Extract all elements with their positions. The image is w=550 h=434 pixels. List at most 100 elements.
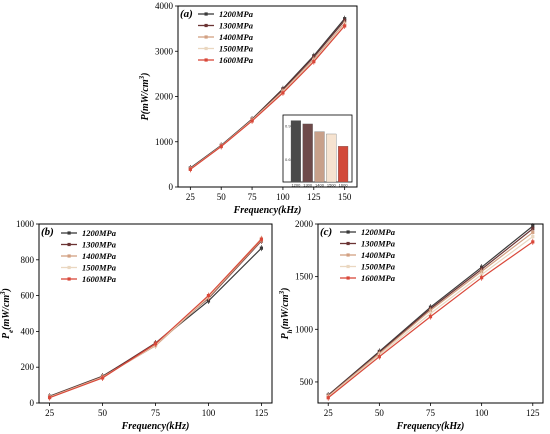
inset-y-tick-label: 0.6 xyxy=(285,157,291,162)
data-point xyxy=(377,355,381,359)
data-point xyxy=(343,24,347,28)
series-1600MPa xyxy=(326,238,535,401)
series-1600MPa xyxy=(47,236,264,401)
y-tick-label: 400 xyxy=(21,326,35,336)
data-point xyxy=(312,60,316,64)
panel-label: (b) xyxy=(41,226,54,238)
y-tick-label: 1000 xyxy=(16,219,35,229)
data-point xyxy=(531,230,535,235)
data-point xyxy=(480,269,484,273)
y-axis-label-part: 3 xyxy=(278,290,286,295)
y-axis-label: P(mW/cm3) xyxy=(138,73,151,121)
x-tick-label: 100 xyxy=(202,408,216,418)
data-point xyxy=(281,91,285,95)
x-axis-label: Frequency(kHz) xyxy=(233,205,302,216)
chart-panel-2: 25 50 75 100 125 0 200 400 600 800 1000 Frequency(k… xyxy=(0,219,273,432)
legend-marker xyxy=(346,230,350,234)
y-tick-label: 0 xyxy=(169,182,174,192)
inset-category-label: 1200 xyxy=(291,183,301,188)
legend-label: 1400MPa xyxy=(219,32,254,42)
inset-category-label: 1600 xyxy=(339,183,349,188)
x-tick-label: 125 xyxy=(307,192,321,202)
legend-label: 1300MPa xyxy=(361,239,396,249)
y-axis-label-part: 3 xyxy=(0,291,7,296)
y-tick-label: 800 xyxy=(21,255,35,265)
data-point xyxy=(219,144,223,149)
data-point xyxy=(428,315,433,319)
y-axis-label-part: ) xyxy=(280,288,291,292)
legend-label: 1300MPa xyxy=(82,240,117,250)
data-point xyxy=(100,376,105,380)
legend-marker xyxy=(67,254,71,258)
y-axis-label-part: (mW/cm xyxy=(1,295,12,330)
y-axis-label: Ph(mW/cm3) xyxy=(278,288,294,340)
y-axis-label: Pe(mW/cm3) xyxy=(0,288,15,339)
legend-marker xyxy=(67,277,71,281)
inset-bar-chart: 0.9 0.6 1200 1300 1400 1500 1600 xyxy=(282,114,353,188)
y-tick-label: 4000 xyxy=(155,1,174,11)
inset-category-label: 1300 xyxy=(303,183,313,188)
inset-bar xyxy=(326,133,337,183)
y-tick-label: 3000 xyxy=(155,46,174,56)
legend-label: 1200MPa xyxy=(219,9,254,19)
series-1600MPa xyxy=(188,22,347,173)
inset-category-label: 1400 xyxy=(315,183,325,188)
y-tick-label: 1000 xyxy=(295,324,314,334)
inset-bar xyxy=(338,146,349,183)
x-tick-label: 125 xyxy=(526,408,540,418)
legend-marker xyxy=(204,58,208,62)
x-tick-label: 150 xyxy=(338,192,352,202)
x-tick-label: 50 xyxy=(98,408,108,418)
data-point xyxy=(428,308,433,312)
x-tick-label: 25 xyxy=(186,192,196,202)
chart-panel-1: 25 50 75 100 125 15001000200030004000Frequenc… xyxy=(138,1,358,216)
y-tick-label: 1500 xyxy=(295,272,314,282)
legend-marker xyxy=(204,46,208,51)
y-axis-label-part: e xyxy=(7,330,15,333)
legend-label: 1500MPa xyxy=(361,262,396,272)
legend-label: 1200MPa xyxy=(82,228,117,238)
legend-marker xyxy=(346,276,350,280)
data-point xyxy=(250,119,254,123)
data-point xyxy=(206,294,211,298)
inset-bar xyxy=(302,123,313,183)
y-axis-label-part: P xyxy=(140,113,151,120)
legend-label: 1400MPa xyxy=(361,250,396,260)
series-1300MPa xyxy=(47,238,264,400)
legend-marker xyxy=(204,12,208,16)
x-axis-label: Frequency(kHz) xyxy=(396,421,465,432)
legend-marker xyxy=(67,242,71,247)
data-point xyxy=(326,396,330,400)
y-tick-label: 600 xyxy=(21,291,35,301)
legend-label: 1500MPa xyxy=(82,263,117,273)
data-point xyxy=(428,311,433,316)
legend-marker xyxy=(346,253,350,257)
x-tick-label: 125 xyxy=(255,408,269,418)
x-tick-label: 25 xyxy=(45,408,55,418)
y-axis-label-part: (mW/cm xyxy=(140,79,151,114)
x-tick-label: 50 xyxy=(217,192,227,202)
legend-marker xyxy=(346,241,350,246)
y-axis-label-part: 3 xyxy=(138,75,146,80)
y-axis-label-part: h xyxy=(286,329,294,333)
legend-label: 1200MPa xyxy=(361,227,396,237)
inset-category-label: 1500 xyxy=(327,183,337,188)
data-point xyxy=(47,396,52,400)
inset-bar xyxy=(314,131,325,183)
legend-label: 1600MPa xyxy=(361,273,396,283)
x-tick-label: 75 xyxy=(151,408,161,418)
legend-marker xyxy=(67,231,71,235)
x-tick-label: 100 xyxy=(475,408,489,418)
legend-marker xyxy=(204,35,208,39)
series-1200MPa xyxy=(47,245,264,400)
y-axis-label-part: P xyxy=(1,332,12,339)
y-tick-label: 0 xyxy=(30,398,35,408)
series-line xyxy=(189,25,346,170)
y-tick-label: 2000 xyxy=(295,219,314,229)
series-line xyxy=(327,241,534,399)
y-tick-label: 500 xyxy=(300,377,314,387)
legend-marker xyxy=(67,265,71,270)
y-axis-label-part: ) xyxy=(1,288,12,292)
